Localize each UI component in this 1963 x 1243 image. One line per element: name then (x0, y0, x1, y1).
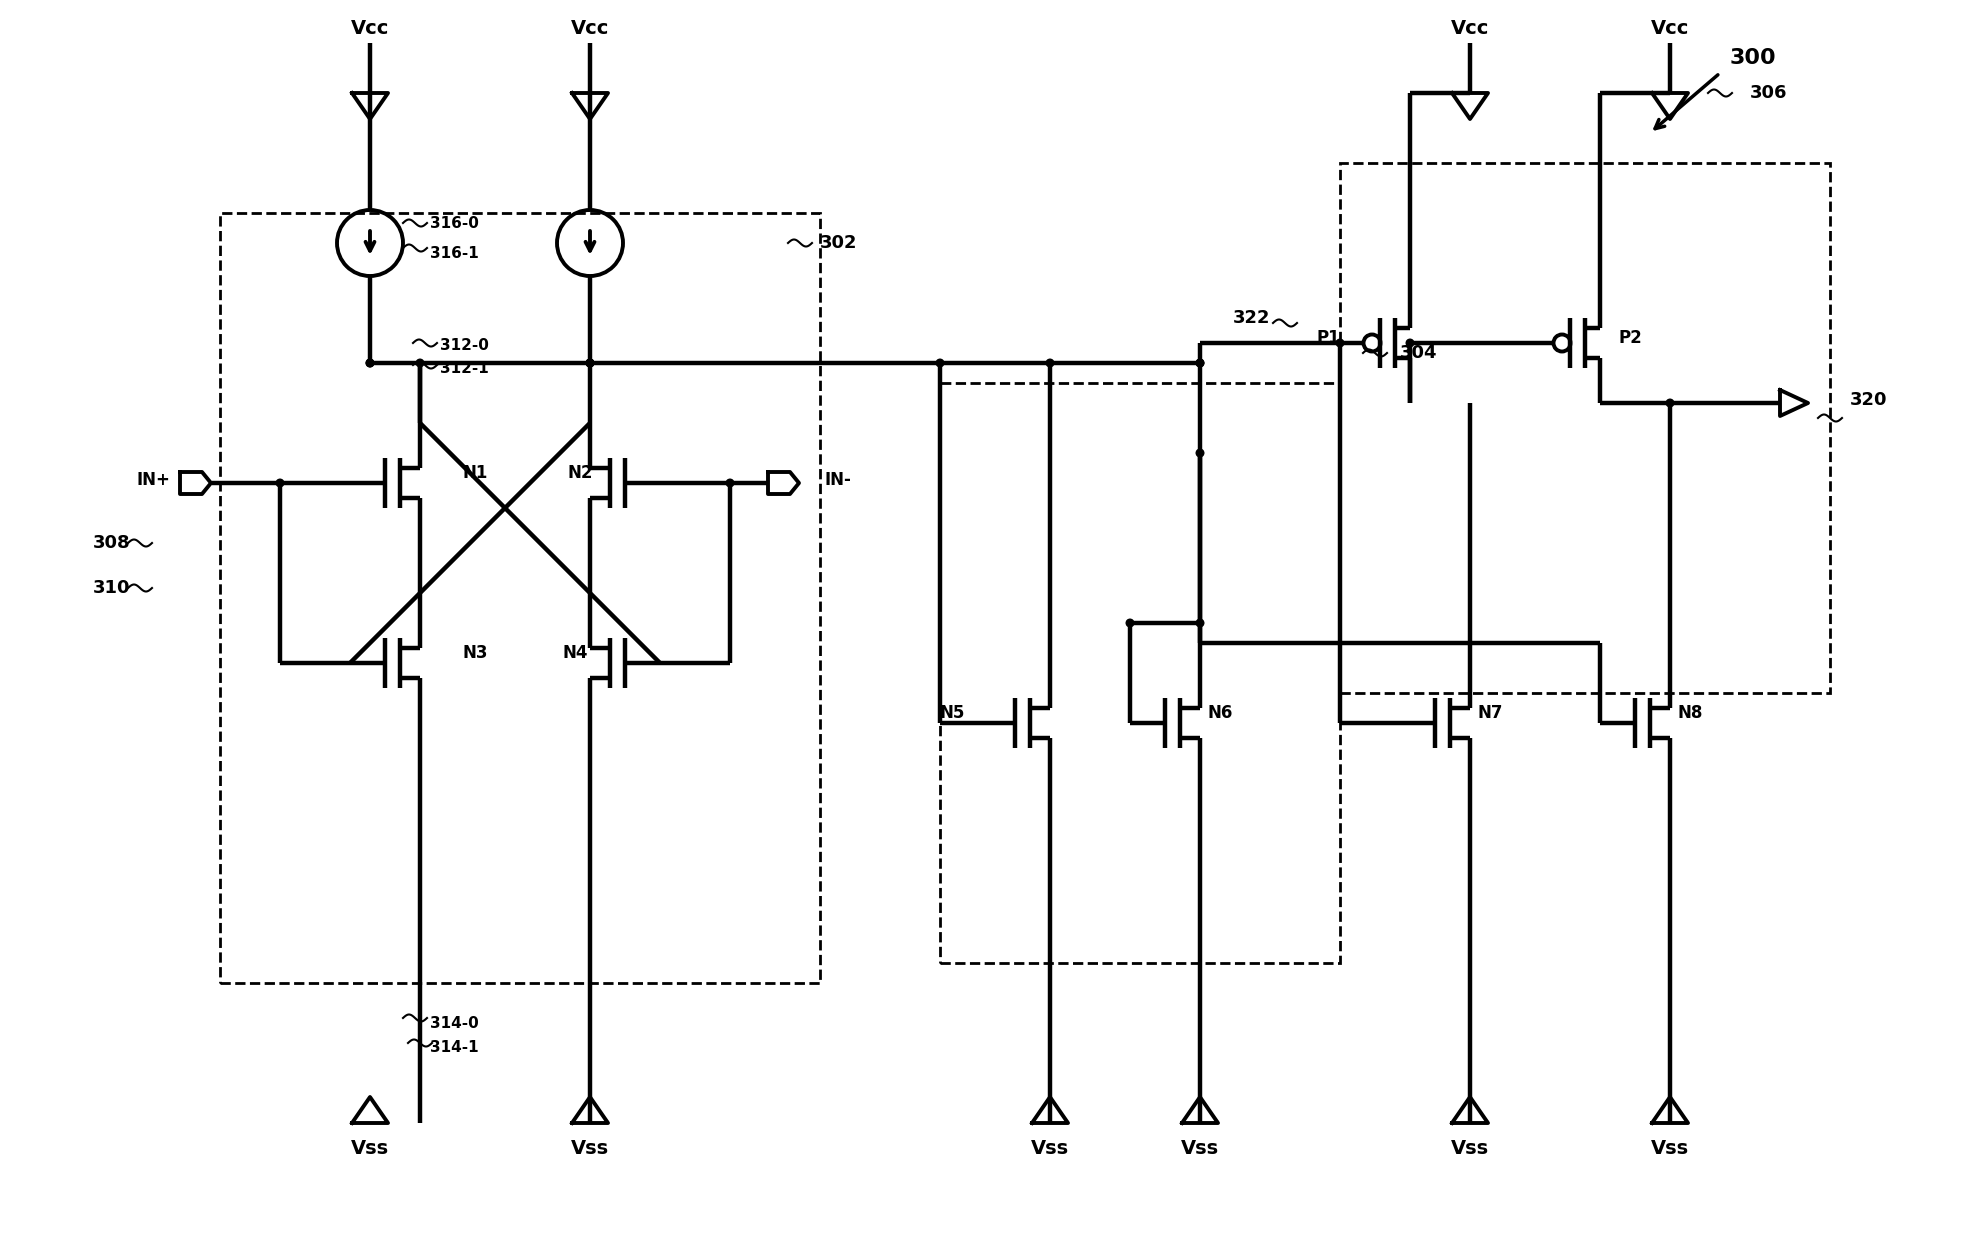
Circle shape (367, 359, 373, 367)
Text: Vcc: Vcc (1651, 19, 1690, 37)
Text: 312-1: 312-1 (440, 360, 489, 375)
Circle shape (1046, 359, 1054, 367)
Circle shape (1195, 359, 1203, 367)
Text: Vss: Vss (1031, 1139, 1070, 1157)
Text: 322: 322 (1233, 310, 1270, 327)
Circle shape (1667, 399, 1674, 406)
Circle shape (1195, 449, 1203, 456)
Text: Vss: Vss (1182, 1139, 1219, 1157)
Text: N3: N3 (461, 644, 487, 663)
Text: 310: 310 (92, 579, 130, 597)
Circle shape (367, 359, 373, 367)
Text: IN-: IN- (824, 471, 852, 488)
Text: N6: N6 (1207, 704, 1233, 722)
Text: N2: N2 (567, 464, 593, 482)
Text: N1: N1 (463, 464, 487, 482)
Bar (220, 213, 821, 983)
Text: 302: 302 (821, 234, 858, 252)
Text: 300: 300 (1729, 48, 1777, 68)
Text: 314-0: 314-0 (430, 1016, 479, 1030)
Circle shape (587, 359, 593, 367)
Circle shape (416, 359, 424, 367)
Text: Vss: Vss (1651, 1139, 1688, 1157)
Circle shape (726, 480, 734, 487)
Text: 312-0: 312-0 (440, 338, 489, 353)
Text: 304: 304 (1400, 344, 1437, 362)
Circle shape (587, 359, 593, 367)
Text: N7: N7 (1478, 704, 1504, 722)
Text: N4: N4 (561, 644, 587, 663)
Circle shape (1195, 359, 1203, 367)
Circle shape (1127, 619, 1135, 626)
Circle shape (587, 359, 593, 367)
Bar (1341, 163, 1830, 694)
Circle shape (1337, 339, 1345, 347)
Text: 306: 306 (1749, 85, 1788, 102)
Text: N5: N5 (940, 704, 966, 722)
Text: 314-1: 314-1 (430, 1040, 479, 1055)
Text: 308: 308 (92, 534, 130, 552)
Text: Vcc: Vcc (351, 19, 389, 37)
Circle shape (1195, 619, 1203, 626)
Text: Vcc: Vcc (1451, 19, 1490, 37)
Text: Vss: Vss (351, 1139, 389, 1157)
Circle shape (277, 480, 285, 487)
Text: P2: P2 (1618, 329, 1641, 347)
Text: 320: 320 (1849, 392, 1888, 409)
Text: N8: N8 (1676, 704, 1702, 722)
Text: P1: P1 (1317, 329, 1341, 347)
Text: IN+: IN+ (135, 471, 171, 488)
Text: Vss: Vss (571, 1139, 609, 1157)
Circle shape (1406, 339, 1413, 347)
Bar (940, 383, 1341, 963)
Text: 316-1: 316-1 (430, 246, 479, 261)
Text: 316-0: 316-0 (430, 215, 479, 230)
Text: Vcc: Vcc (571, 19, 609, 37)
Text: Vss: Vss (1451, 1139, 1490, 1157)
Circle shape (936, 359, 944, 367)
